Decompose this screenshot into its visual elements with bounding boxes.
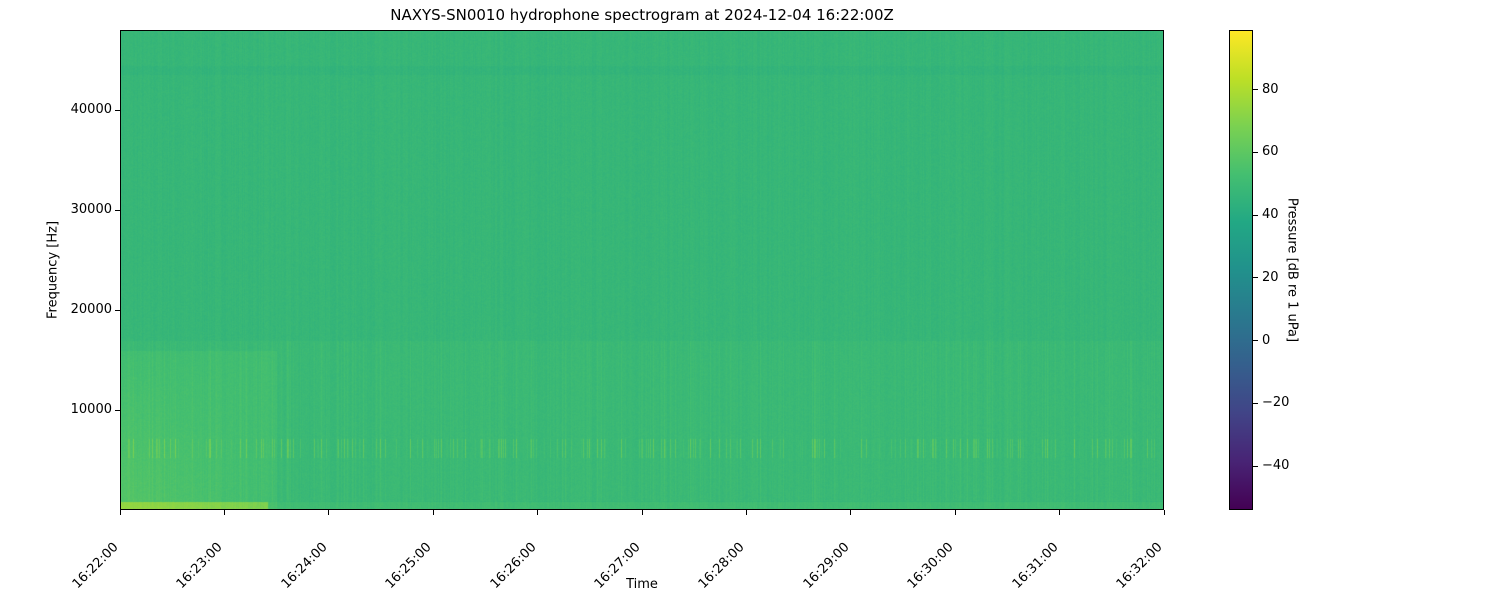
- y-tick-label: 20000: [70, 302, 112, 317]
- colorbar-tick: [1253, 151, 1258, 153]
- x-tick: [1059, 510, 1061, 515]
- x-tick-label: 16:32:00: [1113, 539, 1166, 592]
- colorbar-tick: [1253, 465, 1258, 467]
- y-tick-label: 40000: [70, 102, 112, 117]
- x-tick: [641, 510, 643, 515]
- y-tick: [115, 109, 120, 111]
- x-tick-label: 16:28:00: [696, 539, 748, 592]
- x-tick-label: 16:25:00: [382, 539, 435, 592]
- x-tick: [328, 510, 330, 515]
- x-tick-label: 16:22:00: [69, 539, 122, 592]
- y-tick-label: 10000: [70, 402, 112, 417]
- x-tick-label: 16:24:00: [278, 539, 331, 592]
- y-tick: [115, 409, 120, 411]
- colorbar-tick: [1253, 89, 1258, 91]
- colorbar-tick-label: 80: [1262, 81, 1279, 97]
- colorbar-tick: [1253, 277, 1258, 279]
- x-tick: [537, 510, 539, 515]
- colorbar-tick-label: 0: [1262, 332, 1271, 348]
- colorbar-tick: [1253, 340, 1258, 342]
- colorbar-tick-label: 40: [1262, 207, 1279, 223]
- colorbar-tick-label: −20: [1262, 395, 1290, 411]
- x-tick-label: 16:30:00: [904, 539, 957, 592]
- x-axis-label: Time: [626, 577, 658, 592]
- x-tick-label: 16:31:00: [1009, 539, 1062, 592]
- y-axis-label: Frequency [Hz]: [45, 220, 61, 320]
- x-tick-label: 16:29:00: [800, 539, 853, 592]
- x-tick: [1163, 510, 1165, 515]
- colorbar-tick: [1253, 214, 1258, 216]
- y-tick-label: 30000: [70, 202, 112, 217]
- y-tick: [115, 309, 120, 311]
- colorbar-tick-label: 60: [1262, 144, 1279, 160]
- x-tick: [954, 510, 956, 515]
- chart-title: NAXYS-SN0010 hydrophone spectrogram at 2…: [390, 6, 894, 24]
- x-tick: [119, 510, 121, 515]
- y-tick: [115, 209, 120, 211]
- colorbar-tick: [1253, 402, 1258, 404]
- x-tick: [432, 510, 434, 515]
- x-tick: [745, 510, 747, 515]
- colorbar-tick-label: 20: [1262, 269, 1279, 285]
- x-tick-label: 16:23:00: [174, 539, 226, 592]
- colorbar-tick-label: −40: [1262, 458, 1290, 474]
- x-tick: [223, 510, 225, 515]
- spectrogram-heatmap: [120, 30, 1164, 510]
- colorbar-label: Pressure [dB re 1 uPa]: [1284, 197, 1300, 343]
- x-tick: [850, 510, 852, 515]
- x-tick-label: 16:26:00: [487, 539, 540, 592]
- colorbar: [1229, 30, 1253, 510]
